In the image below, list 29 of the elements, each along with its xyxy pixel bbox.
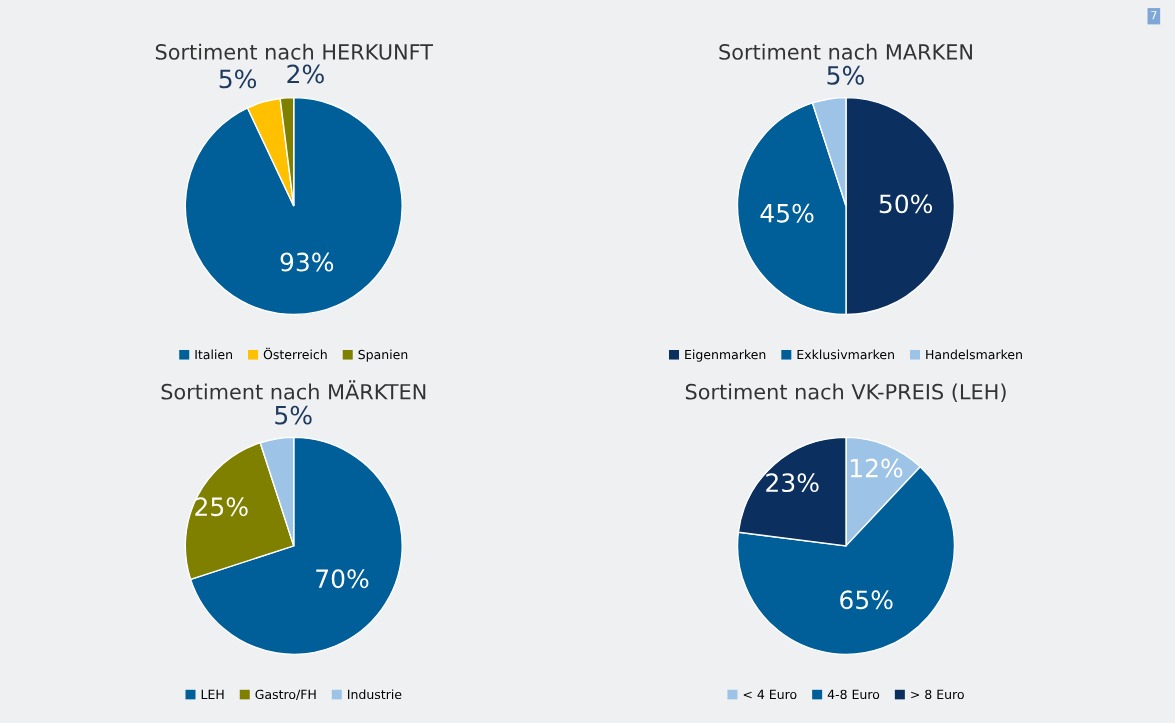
legend-label: Exklusivmarken — [797, 349, 894, 360]
chart-title: Sortiment nach MARKEN — [719, 43, 972, 60]
legend-label: Industrie — [348, 689, 402, 700]
data-label: 12% — [850, 458, 903, 478]
text: 7 — [1151, 11, 1157, 20]
legend-label: > 8 Euro — [911, 689, 964, 700]
data-label: 5% — [219, 69, 257, 89]
legend-label: Italien — [195, 349, 232, 360]
chart-title: Sortiment nach HERKUNFT — [155, 43, 434, 60]
data-label: 23% — [766, 473, 819, 493]
data-label: 5% — [827, 65, 864, 85]
data-label: 50% — [879, 194, 933, 214]
data-label: 70% — [316, 569, 369, 589]
legend-label: LEH — [201, 689, 224, 699]
data-label: 25% — [195, 497, 248, 517]
chart-title: Sortiment nach VK-PREIS (LEH) — [685, 383, 1006, 403]
legend-label: 4-8 Euro — [827, 689, 880, 700]
legend-label: Handelsmarken — [926, 349, 1022, 360]
data-label: 5% — [275, 405, 312, 425]
legend-label: Eigenmarken — [685, 349, 766, 362]
data-label: 45% — [760, 203, 814, 223]
data-label: 93% — [280, 252, 334, 272]
legend-label: Österreich — [263, 347, 327, 360]
legend-label: Spanien — [358, 349, 408, 362]
chart-title: Sortiment nach MÄRKTEN — [161, 380, 426, 400]
data-label: 2% — [287, 64, 324, 84]
legend-label: < 4 Euro — [743, 689, 797, 700]
data-label: 65% — [840, 590, 893, 610]
legend-label: Gastro/FH — [255, 689, 316, 701]
